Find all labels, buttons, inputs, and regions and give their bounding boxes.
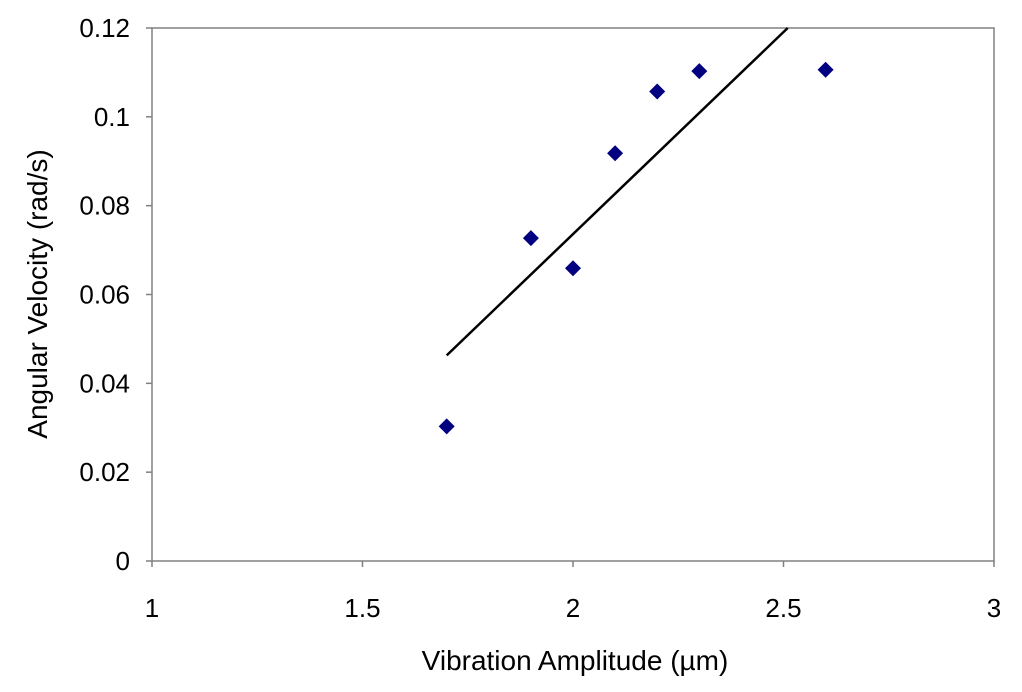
data-point	[649, 83, 666, 100]
y-tick-label: 0.12	[79, 13, 130, 43]
x-tick-label: 1.5	[344, 593, 380, 623]
data-point	[607, 145, 624, 162]
x-axis-title: Vibration Amplitude (µm)	[422, 645, 729, 676]
y-tick-label: 0.08	[79, 191, 130, 221]
data-point	[565, 260, 581, 277]
y-axis-ticks: 0 0.02 0.04 0.06 0.08 0.1 0.12	[79, 13, 152, 576]
y-tick-label: 0	[116, 546, 130, 576]
y-tick-label: 0.02	[79, 457, 130, 487]
plot-area	[151, 27, 995, 562]
trendline	[445, 27, 789, 357]
y-axis-title: Angular Velocity (rad/s)	[22, 149, 53, 438]
x-tick-label: 2.5	[765, 593, 801, 623]
data-point	[522, 230, 539, 247]
data-point	[438, 418, 455, 435]
data-point	[691, 63, 708, 80]
x-tick-label: 3	[987, 593, 1001, 623]
data-point	[817, 61, 834, 78]
x-axis-ticks: 1 1.5 2 2.5 3	[145, 561, 1001, 623]
y-tick-label: 0.06	[79, 280, 130, 310]
trendline-group	[445, 27, 789, 357]
x-tick-label: 1	[145, 593, 159, 623]
y-tick-label: 0.04	[79, 368, 130, 398]
data-points	[438, 61, 834, 435]
x-tick-label: 2	[566, 593, 580, 623]
y-tick-label: 0.1	[94, 102, 130, 132]
